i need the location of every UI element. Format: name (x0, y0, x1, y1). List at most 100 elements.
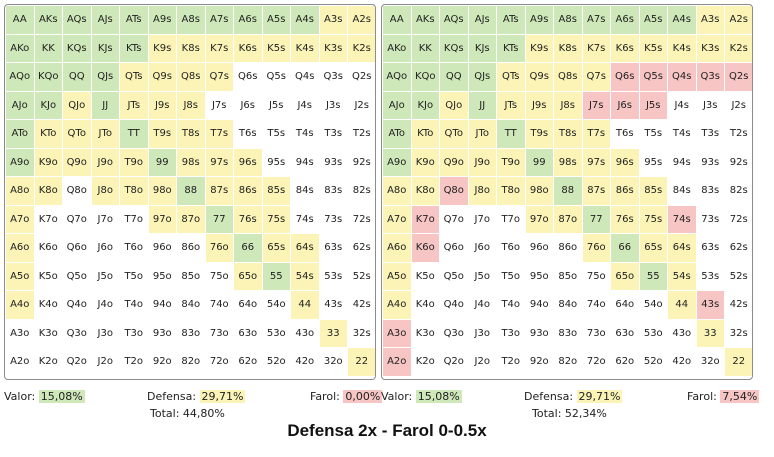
hand-cell[interactable]: 54s (291, 262, 320, 291)
hand-cell[interactable]: 43o (668, 319, 697, 348)
hand-cell[interactable]: 72s (348, 205, 375, 234)
hand-cell[interactable]: Q2o (440, 348, 469, 377)
hand-cell[interactable]: A2o (6, 348, 35, 377)
hand-cell[interactable]: Q3o (63, 319, 92, 348)
hand-cell[interactable]: T7s (205, 120, 234, 149)
hand-cell[interactable]: 72o (582, 348, 611, 377)
hand-cell[interactable]: 87s (582, 177, 611, 206)
hand-cell[interactable]: 75s (639, 205, 668, 234)
hand-cell[interactable]: 43o (291, 319, 320, 348)
hand-cell[interactable]: 86s (611, 177, 640, 206)
hand-cell[interactable]: QJs (91, 63, 120, 92)
hand-cell[interactable]: AKo (6, 34, 35, 63)
hand-cell[interactable]: 54o (639, 291, 668, 320)
hand-cell[interactable]: Q7o (440, 205, 469, 234)
hand-cell[interactable]: 75o (205, 262, 234, 291)
hand-cell[interactable]: T8s (554, 120, 583, 149)
hand-cell[interactable]: T2o (497, 348, 526, 377)
hand-cell[interactable]: 95s (262, 148, 291, 177)
hand-cell[interactable]: 85s (262, 177, 291, 206)
hand-cell[interactable]: AQo (6, 63, 35, 92)
hand-cell[interactable]: 64s (291, 234, 320, 263)
hand-cell[interactable]: 97s (205, 148, 234, 177)
hand-cell[interactable]: A3s (696, 6, 725, 35)
hand-cell[interactable]: 73s (319, 205, 348, 234)
hand-cell[interactable]: 32s (725, 319, 752, 348)
hand-cell[interactable]: Q4s (291, 63, 320, 92)
hand-cell[interactable]: K9s (148, 34, 177, 63)
hand-cell[interactable]: 63s (696, 234, 725, 263)
hand-cell[interactable]: K8s (554, 34, 583, 63)
hand-cell[interactable]: K2o (411, 348, 440, 377)
hand-cell[interactable]: T2s (348, 120, 375, 149)
hand-cell[interactable]: QJs (468, 63, 497, 92)
hand-cell[interactable]: A3o (6, 319, 35, 348)
hand-cell[interactable]: Q7s (205, 63, 234, 92)
hand-cell[interactable]: Q3o (440, 319, 469, 348)
hand-cell[interactable]: 86o (554, 234, 583, 263)
hand-cell[interactable]: K3s (696, 34, 725, 63)
hand-cell[interactable]: T8o (120, 177, 149, 206)
hand-cell[interactable]: 88 (554, 177, 583, 206)
hand-cell[interactable]: 85o (177, 262, 206, 291)
hand-cell[interactable]: K9o (411, 148, 440, 177)
hand-cell[interactable]: 97o (148, 205, 177, 234)
hand-cell[interactable]: T7o (497, 205, 526, 234)
hand-cell[interactable]: J5s (262, 91, 291, 120)
hand-cell[interactable]: Q7o (63, 205, 92, 234)
hand-cell[interactable]: A7s (205, 6, 234, 35)
hand-cell[interactable]: ATs (120, 6, 149, 35)
hand-cell[interactable]: T7s (582, 120, 611, 149)
hand-cell[interactable]: Q9s (148, 63, 177, 92)
hand-cell[interactable]: KJs (91, 34, 120, 63)
hand-cell[interactable]: A5o (383, 262, 412, 291)
hand-cell[interactable]: A3o (383, 319, 412, 348)
hand-cell[interactable]: K4s (291, 34, 320, 63)
hand-cell[interactable]: K6o (34, 234, 63, 263)
hand-cell[interactable]: Q3s (696, 63, 725, 92)
hand-cell[interactable]: J3s (319, 91, 348, 120)
hand-cell[interactable]: A2s (725, 6, 752, 35)
hand-cell[interactable]: 33 (696, 319, 725, 348)
hand-cell[interactable]: T4s (291, 120, 320, 149)
hand-cell[interactable]: J4s (291, 91, 320, 120)
hand-cell[interactable]: Q6o (63, 234, 92, 263)
hand-cell[interactable]: T9o (497, 148, 526, 177)
hand-cell[interactable]: J5s (639, 91, 668, 120)
hand-cell[interactable]: 76o (582, 234, 611, 263)
hand-cell[interactable]: 93o (148, 319, 177, 348)
hand-cell[interactable]: K3o (411, 319, 440, 348)
hand-cell[interactable]: K4o (411, 291, 440, 320)
hand-cell[interactable]: A7s (582, 6, 611, 35)
hand-cell[interactable]: Q4o (440, 291, 469, 320)
hand-cell[interactable]: Q6s (234, 63, 263, 92)
hand-cell[interactable]: T3s (319, 120, 348, 149)
hand-cell[interactable]: 77 (205, 205, 234, 234)
hand-cell[interactable]: Q5s (262, 63, 291, 92)
hand-cell[interactable]: AKs (411, 6, 440, 35)
hand-cell[interactable]: K6s (611, 34, 640, 63)
hand-cell[interactable]: AJo (383, 91, 412, 120)
hand-cell[interactable]: Q4o (63, 291, 92, 320)
hand-cell[interactable]: 77 (582, 205, 611, 234)
hand-cell[interactable]: T6o (120, 234, 149, 263)
hand-cell[interactable]: T8o (497, 177, 526, 206)
hand-cell[interactable]: 85s (639, 177, 668, 206)
hand-cell[interactable]: K5s (262, 34, 291, 63)
hand-cell[interactable]: K5o (411, 262, 440, 291)
hand-cell[interactable]: 92s (348, 148, 375, 177)
hand-cell[interactable]: 44 (668, 291, 697, 320)
hand-cell[interactable]: K5s (639, 34, 668, 63)
hand-cell[interactable]: QTs (497, 63, 526, 92)
hand-cell[interactable]: A7o (383, 205, 412, 234)
hand-cell[interactable]: 32o (319, 348, 348, 377)
hand-cell[interactable]: 95o (525, 262, 554, 291)
hand-cell[interactable]: J5o (468, 262, 497, 291)
hand-cell[interactable]: Q8s (177, 63, 206, 92)
hand-cell[interactable]: 99 (525, 148, 554, 177)
hand-cell[interactable]: QJo (63, 91, 92, 120)
hand-cell[interactable]: 74s (291, 205, 320, 234)
hand-cell[interactable]: AQo (383, 63, 412, 92)
hand-cell[interactable]: 52s (725, 262, 752, 291)
hand-cell[interactable]: J8o (91, 177, 120, 206)
